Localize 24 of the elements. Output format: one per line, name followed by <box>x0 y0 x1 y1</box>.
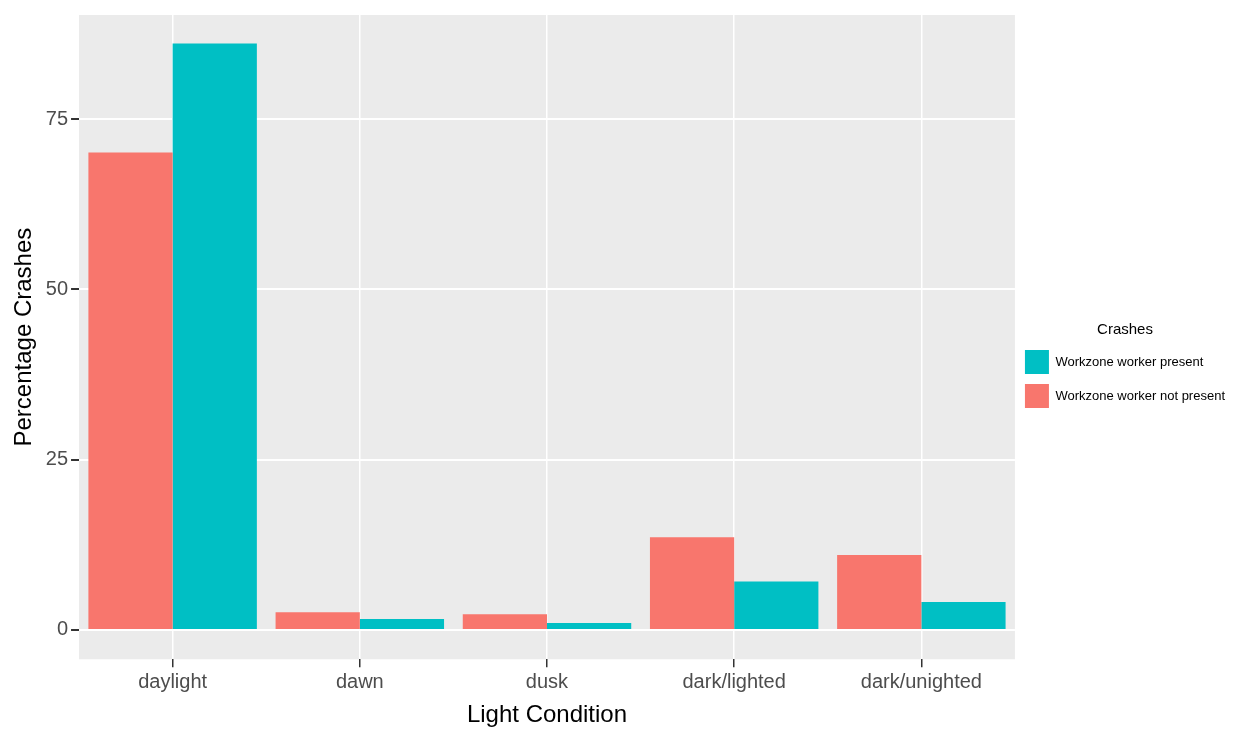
legend-title: Crashes <box>1097 319 1153 337</box>
x-tick-label: dawn <box>335 669 384 692</box>
bar <box>172 43 257 629</box>
bar <box>88 152 173 629</box>
y-tick-label: 50 <box>45 276 69 299</box>
x-tick-label: dark/unighted <box>860 669 982 692</box>
x-tick-label: daylight <box>138 669 208 692</box>
legend-label: Workzone worker present <box>1055 353 1204 369</box>
legend-label: Workzone worker not present <box>1055 387 1226 403</box>
bar <box>921 602 1006 629</box>
bar <box>649 537 735 629</box>
y-tick-label: 0 <box>56 617 69 640</box>
bar <box>275 612 360 629</box>
y-axis-title: Percentage Crashes <box>9 227 37 447</box>
x-tick-label: dark/lighted <box>682 669 786 692</box>
bar <box>462 614 547 629</box>
x-axis-title: Light Condition <box>466 700 628 728</box>
bar <box>546 623 632 629</box>
y-tick-label: 25 <box>45 447 69 470</box>
bar <box>837 555 922 629</box>
bar <box>734 581 819 629</box>
y-tick-label: 75 <box>45 106 69 129</box>
x-tick-label: dusk <box>525 669 570 692</box>
bar <box>359 619 445 629</box>
